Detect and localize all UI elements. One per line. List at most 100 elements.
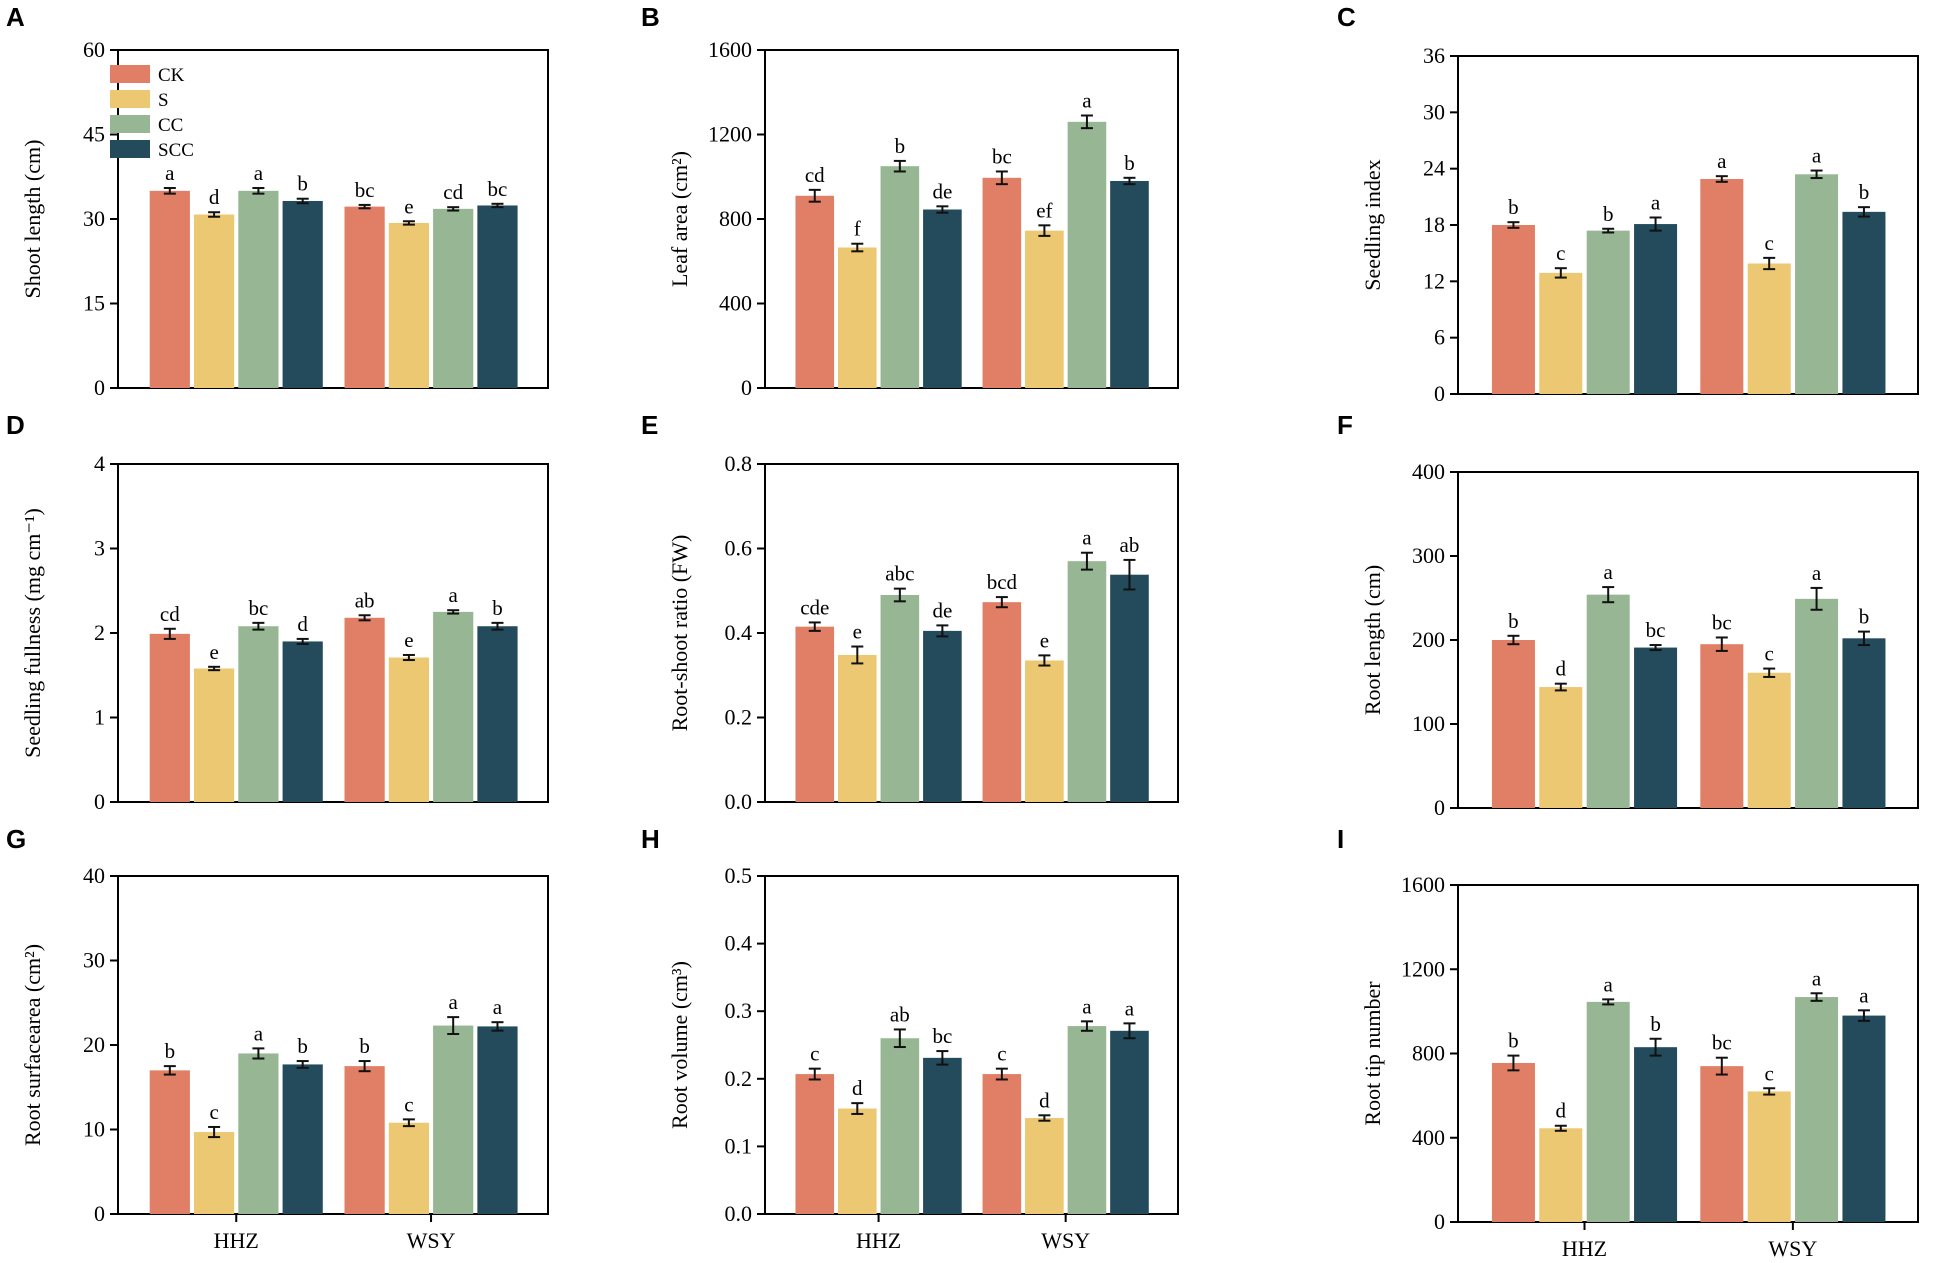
significance-label: f: [854, 217, 861, 241]
bar-cc-hhz: [880, 594, 920, 802]
error-bar: [1038, 654, 1051, 667]
error-bar: [1763, 1087, 1776, 1096]
error-bar: [1602, 998, 1615, 1006]
x-tick-label: HHZ: [1562, 1236, 1607, 1261]
significance-label: abc: [885, 562, 914, 586]
bar-ck-wsy: [982, 602, 1022, 802]
error-bar: [1080, 551, 1093, 571]
significance-label: cd: [160, 602, 180, 626]
bar-scc-wsy: [477, 626, 518, 802]
legend-label-cc: CC: [158, 115, 183, 136]
significance-label: cd: [443, 180, 463, 204]
significance-label: c: [404, 1092, 413, 1116]
error-bar: [893, 587, 906, 603]
bar-cc-hhz: [1586, 594, 1630, 808]
significance-label: a: [493, 995, 503, 1019]
error-bar: [402, 653, 415, 662]
significance-label: b: [1508, 1029, 1519, 1053]
bar-ck-hhz: [149, 633, 190, 802]
bar-scc-wsy: [1842, 1015, 1886, 1222]
significance-label: b: [1124, 151, 1135, 175]
significance-label: bc: [932, 1024, 952, 1048]
significance-label: a: [254, 1021, 264, 1045]
y-tick-label: 0: [94, 789, 105, 814]
x-tick-label: HHZ: [856, 1228, 901, 1253]
error-bar: [1810, 586, 1823, 611]
error-bar: [491, 202, 504, 209]
y-tick-label: 0.1: [725, 1133, 753, 1158]
significance-label: b: [297, 172, 308, 196]
error-bar: [1715, 1056, 1728, 1076]
error-bar: [1507, 1054, 1520, 1072]
panel-letter: H: [641, 824, 660, 854]
y-tick-label: 0.5: [725, 863, 753, 888]
significance-label: bcd: [987, 570, 1018, 594]
error-bar: [1080, 1020, 1093, 1032]
bar-s-wsy: [1025, 230, 1064, 388]
significance-label: a: [1082, 88, 1092, 112]
y-tick-label: 30: [1423, 99, 1445, 124]
error-bar: [163, 1065, 176, 1076]
significance-label: d: [1039, 1088, 1050, 1112]
error-bar: [208, 211, 221, 218]
y-tick-label: 0.3: [725, 998, 753, 1023]
significance-label: c: [1765, 231, 1774, 255]
bar-scc-hhz: [282, 200, 323, 388]
error-bar: [447, 206, 460, 212]
error-bar: [402, 1118, 415, 1128]
significance-label: bc: [1712, 1031, 1732, 1055]
x-tick-label: HHZ: [214, 1228, 259, 1253]
chart-panel-H: H 0.0 0.1 0.2 0.3 0.4 0.5 Root volume (cm³) HHZ c…: [641, 824, 1179, 1253]
y-tick-label: 0: [1434, 795, 1445, 820]
y-tick-label: 1600: [1401, 872, 1445, 897]
error-bar: [1554, 1124, 1567, 1132]
error-bar: [1857, 206, 1870, 218]
y-tick-label: 18: [1423, 212, 1445, 237]
x-tick-label: WSY: [1768, 1236, 1817, 1261]
panel-letter: I: [1337, 824, 1344, 854]
significance-label: c: [810, 1042, 819, 1066]
chart-panel-B: B 0 400 800 1200 1600 Leaf area (cm²) cd f b de bc e…: [641, 2, 1179, 400]
error-bar: [1507, 634, 1520, 646]
error-bar: [893, 1028, 906, 1049]
panel-letter: G: [6, 824, 26, 854]
y-tick-label: 0.4: [725, 620, 753, 645]
y-axis-label: Seedling fullness (mg cm⁻¹): [20, 508, 45, 758]
error-bar: [1715, 175, 1728, 183]
significance-label: a: [449, 583, 459, 607]
error-bar: [252, 187, 265, 195]
y-tick-label: 20: [83, 1032, 105, 1057]
error-bar: [491, 621, 504, 631]
significance-label: cde: [800, 595, 829, 619]
bar-ck-hhz: [795, 195, 835, 388]
error-bar: [447, 609, 460, 615]
bar-ck-hhz: [795, 626, 835, 802]
bar-ck-wsy: [1700, 178, 1744, 394]
error-bar: [491, 1021, 504, 1032]
chart-panel-A: A 0 15 30 45 60 Shoot length (cm) a d a b bc e cd bc CK…: [6, 2, 549, 400]
bar-cc-wsy: [433, 208, 474, 388]
legend-label-ck: CK: [158, 65, 185, 86]
significance-label: b: [895, 134, 906, 158]
y-tick-label: 300: [1412, 543, 1445, 568]
bar-s-hhz: [194, 668, 235, 802]
significance-label: d: [209, 185, 220, 209]
significance-label: a: [165, 161, 175, 185]
y-tick-label: 800: [719, 206, 752, 231]
bar-ck-wsy: [1700, 644, 1744, 808]
y-tick-label: 24: [1423, 156, 1445, 181]
error-bar: [995, 596, 1008, 609]
chart-panel-F: F 0 100 200 300 400 Root length (cm) b d a bc bc c a b: [1337, 410, 1919, 820]
significance-label: cd: [805, 163, 825, 187]
y-axis-label: Seedling index: [1360, 159, 1385, 290]
significance-label: b: [1603, 202, 1614, 226]
error-bar: [163, 187, 176, 195]
y-tick-label: 400: [719, 291, 752, 316]
error-bar: [808, 188, 821, 203]
significance-label: ab: [355, 588, 375, 612]
significance-label: b: [1508, 195, 1519, 219]
error-bar: [893, 159, 906, 173]
y-tick-label: 0.4: [725, 931, 753, 956]
y-tick-label: 40: [83, 863, 105, 888]
bar-s-wsy: [1747, 1091, 1791, 1222]
